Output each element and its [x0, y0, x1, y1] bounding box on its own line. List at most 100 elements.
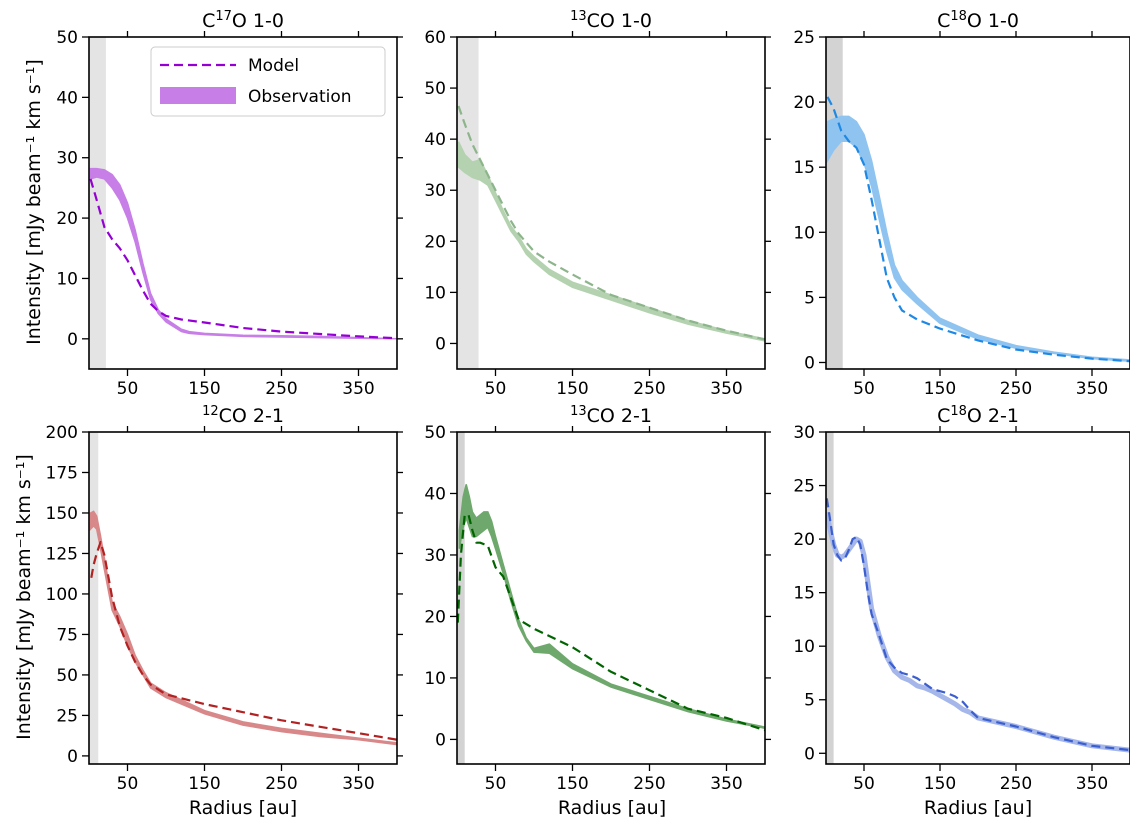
legend-observation-label: Observation	[248, 87, 352, 107]
x-tick-label: 150	[924, 379, 956, 399]
x-tick-label: 150	[188, 774, 220, 794]
panel-frame	[456, 36, 766, 370]
y-tick-label: 75	[56, 625, 78, 645]
x-tick-label: 250	[265, 774, 297, 794]
plot-area	[89, 432, 397, 764]
panel-title: C18O 2-1	[937, 404, 1019, 427]
y-tick-label: 20	[793, 93, 815, 113]
y-tick-label: 15	[793, 158, 815, 178]
x-tick-label: 50	[117, 379, 139, 399]
x-tick-label: 350	[342, 379, 374, 399]
x-tick-label: 50	[853, 774, 875, 794]
panel-title: 13CO 2-1	[570, 404, 652, 427]
panel-frame	[825, 36, 1130, 370]
model-line	[457, 513, 765, 732]
x-axis-label-right: Radius [au]	[924, 797, 1032, 819]
y-tick-label: 20	[793, 530, 815, 550]
y-tick-label: 60	[424, 28, 446, 48]
x-tick-label: 250	[265, 379, 297, 399]
y-tick-label: 50	[56, 28, 78, 48]
y-tick-label: 20	[56, 209, 78, 229]
plot-area	[826, 37, 1130, 369]
y-tick-label: 0	[67, 330, 78, 350]
y-tick-label: 20	[424, 607, 446, 627]
observation-band	[826, 115, 1130, 362]
y-tick-label: 30	[56, 149, 78, 169]
y-tick-label: 40	[424, 130, 446, 150]
plot-area	[89, 37, 397, 369]
observation-band	[458, 484, 765, 730]
x-tick-label: 50	[485, 774, 507, 794]
panel-title: C18O 1-0	[937, 9, 1019, 32]
panel-frame	[88, 36, 398, 370]
y-tick-label: 50	[424, 79, 446, 99]
y-tick-label: 50	[56, 666, 78, 686]
y-tick-label: 150	[46, 504, 78, 524]
inner-shaded-region	[457, 37, 479, 369]
panel-frame	[825, 431, 1130, 765]
y-tick-label: 200	[46, 423, 78, 443]
x-tick-label: 250	[1000, 774, 1032, 794]
y-axis-label-top: Intensity [mJy beam⁻¹ km s⁻¹]	[23, 59, 45, 345]
y-tick-label: 0	[804, 744, 815, 764]
x-tick-label: 250	[633, 774, 665, 794]
y-tick-label: 0	[67, 747, 78, 767]
panel-title: 13CO 1-0	[570, 9, 652, 32]
x-tick-label: 50	[485, 379, 507, 399]
y-tick-label: 40	[56, 88, 78, 108]
y-tick-label: 10	[424, 283, 446, 303]
y-tick-label: 40	[424, 484, 446, 504]
y-tick-label: 30	[793, 423, 815, 443]
panel-4: 50 150 250 350 0 25 50 75 100 125 150 175 200 12CO 2-…	[46, 404, 403, 794]
plot-area	[457, 37, 765, 369]
y-tick-label: 0	[804, 353, 815, 373]
model-line	[89, 178, 397, 340]
panel-5: 50 150 250 350 0 10 20 30 40 50 13CO 2-1	[424, 404, 771, 794]
panel-6: 50 150 250 350 0 5 10 15 20 25 30 C18O 2-1	[793, 404, 1130, 794]
model-line	[457, 105, 765, 341]
x-tick-label: 350	[1076, 774, 1108, 794]
x-tick-label: 150	[556, 379, 588, 399]
x-axis-label-left: Radius [au]	[189, 797, 297, 819]
x-axis-label-middle: Radius [au]	[558, 797, 666, 819]
x-tick-label: 50	[853, 379, 875, 399]
panel-title: C17O 1-0	[202, 9, 284, 32]
x-tick-label: 350	[342, 774, 374, 794]
inner-shaded-region	[826, 37, 843, 369]
y-tick-label: 20	[424, 232, 446, 252]
y-tick-label: 15	[793, 584, 815, 604]
x-tick-label: 150	[924, 774, 956, 794]
plot-area	[457, 432, 765, 764]
y-tick-label: 25	[793, 477, 815, 497]
y-axis-label-bottom: Intensity [mJy beam⁻¹ km s⁻¹]	[13, 454, 35, 740]
y-tick-label: 10	[424, 669, 446, 689]
observation-band	[826, 511, 1130, 753]
x-tick-label: 150	[556, 774, 588, 794]
inner-shaded-region	[457, 432, 465, 764]
x-tick-label: 250	[633, 379, 665, 399]
y-tick-label: 0	[435, 334, 446, 354]
x-tick-label: 250	[1000, 379, 1032, 399]
y-tick-label: 25	[56, 706, 78, 726]
y-tick-label: 5	[804, 691, 815, 711]
y-tick-label: 25	[793, 28, 815, 48]
y-tick-label: 10	[793, 223, 815, 243]
model-line	[90, 541, 397, 741]
panel-2: 50 150 250 350 0 10 20 30 40 50 60 13CO 1-0	[424, 9, 771, 399]
x-tick-label: 50	[117, 774, 139, 794]
y-tick-label: 5	[804, 288, 815, 308]
x-tick-label: 350	[710, 379, 742, 399]
observation-band	[457, 141, 765, 342]
y-tick-label: 10	[793, 637, 815, 657]
panel-title: 12CO 2-1	[202, 404, 284, 427]
observation-band	[89, 167, 397, 340]
y-tick-label: 0	[435, 730, 446, 750]
plot-area	[826, 432, 1130, 764]
panel-frame	[456, 431, 766, 765]
y-tick-label: 10	[56, 269, 78, 289]
model-line	[826, 96, 1130, 363]
inner-shaded-region	[89, 37, 106, 369]
legend: Model Observation	[150, 46, 386, 117]
inner-shaded-region	[826, 432, 834, 764]
